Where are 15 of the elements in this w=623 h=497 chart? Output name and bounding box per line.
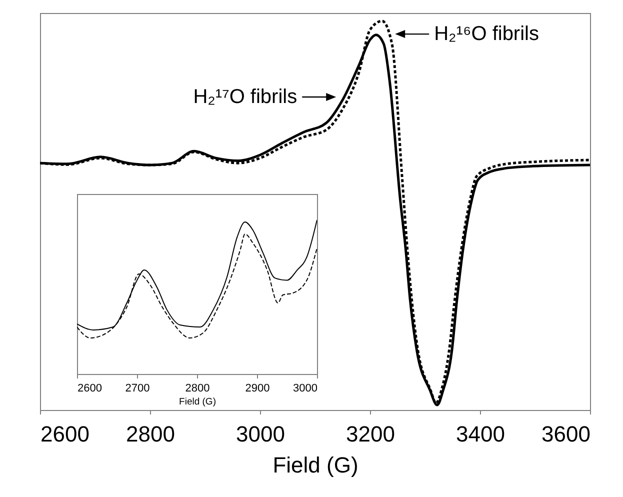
x-tick-label: 2600 xyxy=(40,422,90,446)
annotation: H₂¹⁶O fibrils xyxy=(434,23,539,46)
x-axis-title: Field (G) xyxy=(272,452,358,478)
x-tick-label: 2700 xyxy=(125,382,150,394)
x-tick-label: 3600 xyxy=(542,422,590,446)
x-tick-label: 2900 xyxy=(245,382,270,394)
x-tick-label: 3000 xyxy=(293,382,318,394)
x-tick-label: 2800 xyxy=(126,422,175,446)
x-axis-title: Field (G) xyxy=(179,396,216,408)
annotation: H₂¹⁷O fibrils xyxy=(193,86,298,108)
x-tick-label: 2600 xyxy=(78,382,102,394)
x-tick-label: 3200 xyxy=(346,422,395,446)
x-tick-label: 3400 xyxy=(456,422,505,446)
x-tick-label: 2800 xyxy=(185,382,210,394)
x-tick-label: 3000 xyxy=(236,422,285,446)
